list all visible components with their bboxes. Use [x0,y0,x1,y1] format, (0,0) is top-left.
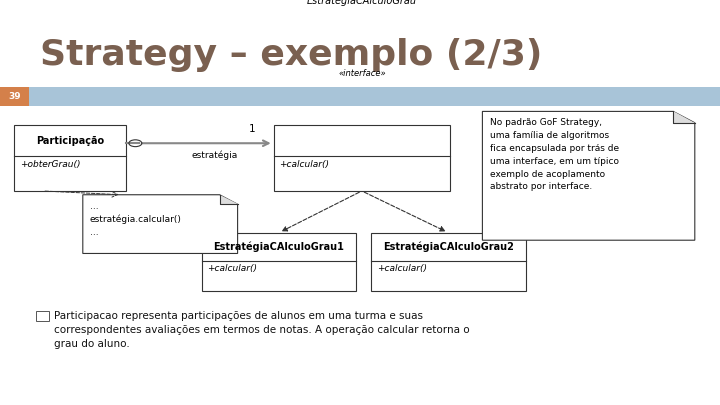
Text: 39: 39 [8,92,21,101]
Text: EstratégiaCAlculoGrau1: EstratégiaCAlculoGrau1 [214,241,344,252]
FancyBboxPatch shape [0,87,29,106]
FancyBboxPatch shape [202,232,356,291]
Text: 1: 1 [248,124,256,134]
Text: estratégia: estratégia [191,151,238,160]
Text: No padrão GoF Strategy,
uma família de algoritmos
fica encapsulada por trás de
u: No padrão GoF Strategy, uma família de a… [490,118,618,192]
Text: Strategy – exemplo (2/3): Strategy – exemplo (2/3) [40,38,542,72]
Text: +calcular(): +calcular() [207,264,257,273]
Text: +obterGrau(): +obterGrau() [20,160,81,168]
Text: EstratégiaCAlculoGrau2: EstratégiaCAlculoGrau2 [383,241,513,252]
Polygon shape [220,195,238,204]
Text: Participação: Participação [36,136,104,145]
Text: EstratégiaCAlculoGrau: EstratégiaCAlculoGrau [307,0,417,6]
Polygon shape [673,111,695,123]
FancyBboxPatch shape [29,87,720,106]
FancyBboxPatch shape [36,311,49,320]
Text: «interface»: «interface» [338,69,386,78]
FancyBboxPatch shape [274,125,450,191]
FancyBboxPatch shape [371,232,526,291]
Text: +calcular(): +calcular() [279,160,329,168]
FancyBboxPatch shape [14,125,126,191]
Text: Participacao representa participações de alunos em uma turma e suas
corresponden: Participacao representa participações de… [54,311,469,350]
Text: ...
estratégia.calcular()
...: ... estratégia.calcular() ... [90,202,182,237]
Polygon shape [83,195,238,254]
Polygon shape [482,111,695,240]
Text: +calcular(): +calcular() [377,264,426,273]
